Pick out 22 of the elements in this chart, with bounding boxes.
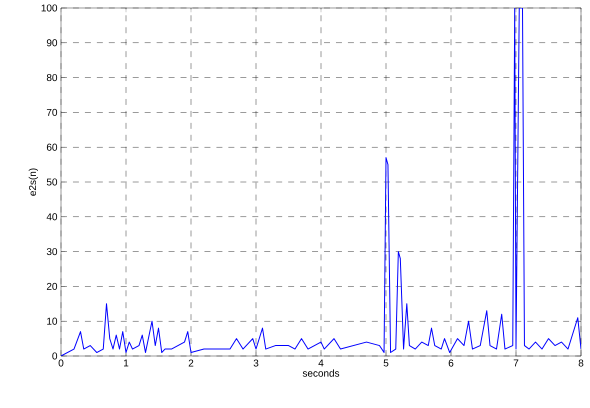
x-tick-label: 0: [58, 360, 64, 367]
y-tick-label: 90: [46, 39, 58, 46]
x-tick-label: 6: [448, 360, 454, 367]
y-tick-label: 100: [42, 4, 58, 12]
x-tick-label: 2: [188, 360, 194, 366]
y-tick-label: 50: [46, 178, 58, 186]
y-tick-label: 20: [46, 282, 58, 290]
x-tick-label: 1: [124, 360, 128, 366]
y-tick-label: 80: [46, 74, 58, 82]
x-axis-title: seconds: [302, 369, 340, 377]
x-tick-label: 3: [254, 360, 258, 367]
x-tick-label: 4: [318, 360, 324, 366]
y-tick-label: 0: [52, 352, 58, 360]
y-axis-title: e2s(n): [28, 168, 38, 196]
y-tick-label: 60: [46, 144, 58, 151]
x-tick-label: 8: [578, 360, 584, 367]
y-tick-label: 40: [46, 213, 58, 220]
y-tick-label: 70: [46, 108, 58, 116]
y-tick-label: 30: [46, 248, 58, 256]
y-tick-label: 10: [47, 318, 58, 325]
x-tick-label: 5: [384, 360, 388, 366]
x-tick-label: 7: [514, 360, 518, 366]
